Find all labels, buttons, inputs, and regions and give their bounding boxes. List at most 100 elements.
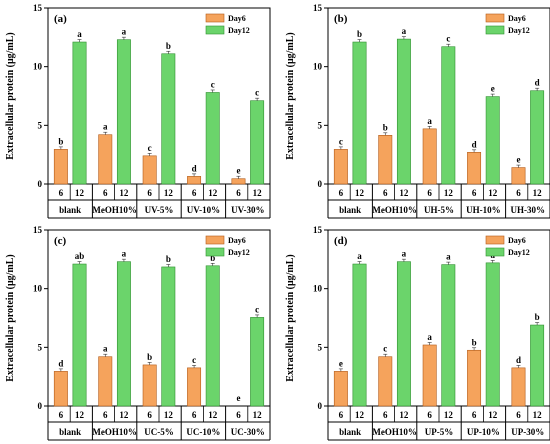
x-sub-tick-label: 12 bbox=[75, 188, 85, 198]
x-sub-tick-label: 12 bbox=[399, 410, 409, 420]
x-category-label: MeOH10% bbox=[92, 427, 137, 437]
significance-letter: c bbox=[339, 136, 343, 146]
bar-day6 bbox=[422, 128, 437, 185]
x-category-label: MeOH10% bbox=[92, 205, 137, 215]
bar-day12 bbox=[72, 41, 87, 185]
y-axis-label: Extracellular protein (μg/mL) bbox=[5, 254, 16, 382]
y-tick-label: 10 bbox=[33, 62, 43, 72]
x-sub-tick-label: 12 bbox=[399, 188, 409, 198]
x-sub-tick-label: 12 bbox=[355, 188, 365, 198]
bar-day6 bbox=[333, 149, 348, 185]
x-sub-tick-label: 12 bbox=[253, 410, 263, 420]
x-sub-tick-label: 6 bbox=[192, 188, 197, 198]
bar-day6 bbox=[378, 356, 393, 407]
significance-letter: ab bbox=[75, 251, 85, 261]
bar-day6 bbox=[98, 134, 113, 185]
significance-letter: e bbox=[339, 358, 343, 368]
significance-letter: a bbox=[122, 27, 127, 37]
significance-letter: d bbox=[472, 139, 477, 149]
legend-label: Day12 bbox=[508, 248, 530, 257]
significance-letter: c bbox=[383, 344, 387, 354]
significance-letter: a bbox=[357, 251, 362, 261]
significance-letter: a bbox=[103, 122, 108, 132]
x-sub-tick-label: 6 bbox=[59, 188, 64, 198]
significance-letter: c bbox=[255, 88, 259, 98]
panel-label: (d) bbox=[334, 235, 348, 247]
x-sub-tick-label: 6 bbox=[472, 410, 477, 420]
x-sub-tick-label: 6 bbox=[147, 188, 152, 198]
x-category-label: UV-10% bbox=[187, 205, 220, 215]
legend-swatch bbox=[485, 247, 505, 257]
y-tick-label: 5 bbox=[318, 342, 323, 352]
x-category-label: UC-5% bbox=[144, 427, 174, 437]
bar-day12 bbox=[250, 100, 265, 185]
x-sub-tick-label: 6 bbox=[383, 410, 388, 420]
bar-day12 bbox=[530, 324, 545, 407]
x-sub-tick-label: 12 bbox=[164, 410, 174, 420]
y-tick-label: 15 bbox=[313, 3, 323, 13]
significance-letter: b bbox=[535, 312, 540, 322]
bar-day6 bbox=[231, 178, 246, 185]
x-sub-tick-label: 6 bbox=[472, 188, 477, 198]
panel-label: (a) bbox=[54, 13, 67, 25]
x-sub-tick-label: 12 bbox=[533, 410, 543, 420]
legend-label: Day12 bbox=[508, 26, 530, 35]
significance-letter: a bbox=[77, 29, 82, 39]
x-sub-tick-label: 6 bbox=[339, 410, 344, 420]
significance-letter: a bbox=[446, 252, 451, 262]
x-sub-tick-label: 6 bbox=[516, 410, 521, 420]
significance-letter: b bbox=[58, 136, 63, 146]
y-tick-label: 5 bbox=[38, 120, 43, 130]
y-tick-label: 0 bbox=[38, 401, 43, 411]
x-category-label: UC-10% bbox=[186, 427, 220, 437]
significance-letter: c bbox=[148, 143, 152, 153]
bar-day12 bbox=[530, 90, 545, 185]
bar-day6 bbox=[187, 176, 202, 185]
significance-letter: c bbox=[211, 79, 215, 89]
significance-letter: a bbox=[427, 332, 432, 342]
bar-day12 bbox=[250, 317, 265, 407]
x-category-label: UV-30% bbox=[231, 205, 264, 215]
panel-label: (c) bbox=[54, 235, 67, 247]
significance-letter: c bbox=[255, 304, 259, 314]
x-sub-tick-label: 6 bbox=[192, 410, 197, 420]
y-tick-label: 15 bbox=[33, 225, 43, 235]
x-sub-tick-label: 12 bbox=[253, 188, 263, 198]
x-category-label: UP-30% bbox=[511, 427, 544, 437]
y-tick-label: 10 bbox=[33, 284, 43, 294]
bar-day12 bbox=[485, 262, 500, 407]
legend-label: Day6 bbox=[228, 14, 246, 23]
significance-letter: d bbox=[516, 355, 521, 365]
x-sub-tick-label: 6 bbox=[236, 410, 241, 420]
x-sub-tick-label: 6 bbox=[147, 410, 152, 420]
significance-letter: d bbox=[192, 163, 197, 173]
x-sub-tick-label: 6 bbox=[383, 188, 388, 198]
x-sub-tick-label: 6 bbox=[427, 188, 432, 198]
x-sub-tick-label: 6 bbox=[427, 410, 432, 420]
significance-letter: e bbox=[236, 166, 240, 176]
bar-day12 bbox=[116, 261, 131, 407]
bar-day12 bbox=[116, 39, 131, 185]
y-axis-label: Extracellular protein (μg/mL) bbox=[285, 32, 296, 160]
y-axis-label: Extracellular protein (μg/mL) bbox=[285, 254, 296, 382]
x-sub-tick-label: 12 bbox=[164, 188, 174, 198]
significance-letter: b bbox=[166, 41, 171, 51]
significance-letter: b bbox=[472, 337, 477, 347]
y-axis-label: Extracellular protein (μg/mL) bbox=[5, 32, 16, 160]
bar-day12 bbox=[441, 264, 456, 407]
x-category-label: UH-30% bbox=[511, 205, 546, 215]
legend-label: Day6 bbox=[228, 236, 246, 245]
significance-letter: d bbox=[535, 78, 540, 88]
bar-day6 bbox=[511, 167, 526, 185]
x-sub-tick-label: 12 bbox=[444, 188, 454, 198]
significance-letter: e bbox=[491, 84, 495, 94]
bar-day6 bbox=[187, 367, 202, 407]
x-category-label: blank bbox=[339, 205, 361, 215]
x-sub-tick-label: 12 bbox=[75, 410, 85, 420]
bar-day12 bbox=[72, 263, 87, 407]
chart-panel-d: 0 5 10 15 Extracellular protein (μg/mL) (d) e a… bbox=[285, 225, 550, 441]
x-category-label: blank bbox=[59, 205, 81, 215]
x-category-label: UP-10% bbox=[467, 427, 500, 437]
chart-panel-a: 0 5 10 15 Extracellular protein (μg/mL) (a) b a… bbox=[5, 3, 271, 219]
